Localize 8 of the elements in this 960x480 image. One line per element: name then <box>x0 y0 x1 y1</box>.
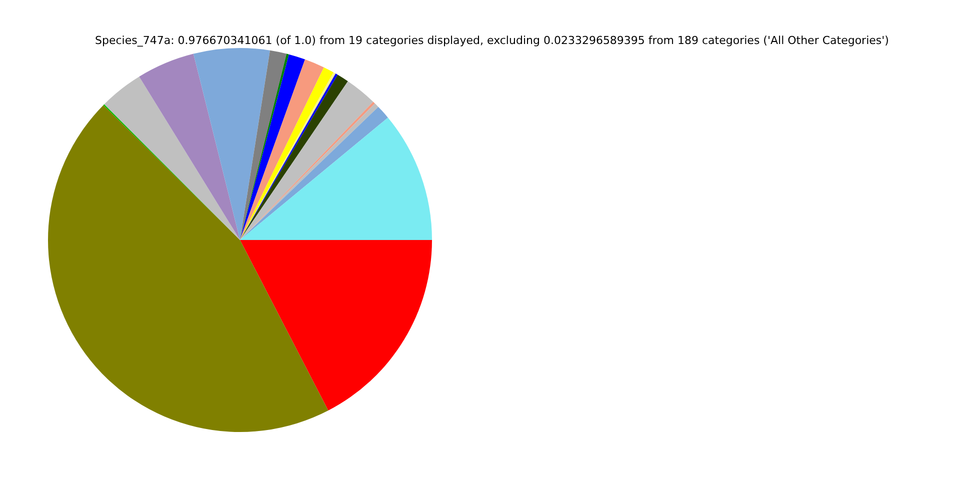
pie-slice <box>240 118 432 240</box>
pie-slice <box>104 76 240 240</box>
pie-slice <box>193 48 270 240</box>
pie-slice <box>139 54 240 240</box>
pie-slice <box>48 105 328 432</box>
text: Species_747a: 0.976670341061 (of 1.0) from 19 categories displayed, excluding 0.0233296589395 from 189 categories ('All Other Categories') <box>95 34 889 47</box>
pie-slice <box>103 104 240 240</box>
pie-slice <box>240 240 432 411</box>
